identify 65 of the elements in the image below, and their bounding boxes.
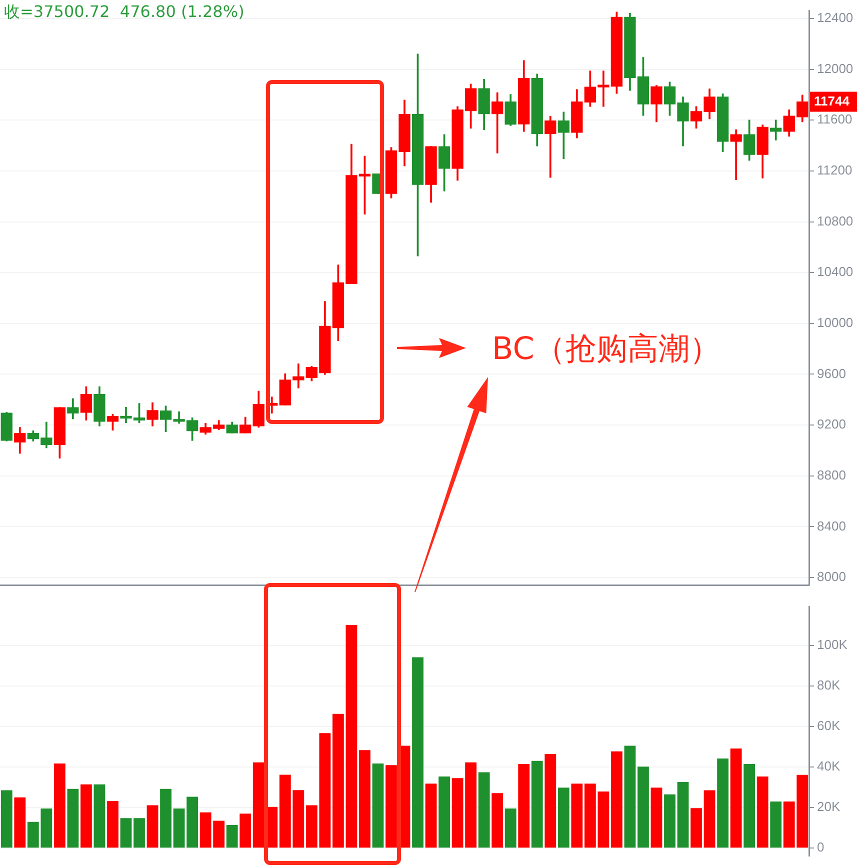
y-tick-label: 9600 bbox=[817, 366, 846, 381]
y-tick-label: 11200 bbox=[817, 162, 852, 178]
bar bbox=[531, 760, 543, 848]
bar bbox=[252, 762, 264, 848]
bar bbox=[571, 784, 583, 848]
bar bbox=[558, 788, 570, 848]
bar bbox=[544, 754, 556, 848]
bar bbox=[664, 794, 676, 848]
bar bbox=[492, 793, 504, 848]
candlestick bbox=[730, 129, 742, 180]
bar bbox=[756, 776, 768, 848]
bar bbox=[704, 790, 716, 848]
bar bbox=[478, 772, 490, 848]
bar bbox=[186, 796, 198, 848]
bar bbox=[412, 657, 424, 848]
bar bbox=[226, 824, 238, 848]
y-tick-label: 60K bbox=[817, 718, 840, 734]
bar bbox=[54, 764, 66, 848]
annotation: BC（抢购高潮） bbox=[492, 330, 720, 369]
bar bbox=[173, 808, 185, 848]
bar bbox=[160, 788, 172, 848]
bar bbox=[504, 808, 516, 848]
bar bbox=[134, 818, 145, 848]
bar bbox=[624, 746, 636, 848]
bar bbox=[80, 784, 92, 848]
bar bbox=[744, 764, 756, 848]
bar bbox=[690, 808, 702, 848]
bar bbox=[730, 748, 742, 848]
bar bbox=[770, 801, 782, 848]
bar bbox=[677, 782, 689, 848]
y-tick-label: 20K bbox=[817, 799, 840, 814]
bar bbox=[107, 801, 118, 848]
bar bbox=[67, 788, 79, 848]
bar bbox=[372, 764, 384, 848]
bar bbox=[610, 751, 622, 848]
y-tick-label: 100K bbox=[817, 636, 848, 652]
bar bbox=[146, 805, 158, 848]
bar bbox=[386, 765, 397, 848]
bar bbox=[0, 790, 12, 848]
bar bbox=[650, 788, 662, 848]
y-tick-label: 9200 bbox=[817, 416, 846, 432]
bar bbox=[717, 758, 728, 848]
y-tick-label: 8800 bbox=[817, 467, 846, 482]
bar bbox=[359, 750, 370, 848]
bar bbox=[638, 766, 649, 848]
y-tick-label: 12400 bbox=[817, 10, 854, 26]
y-tick-label: 40K bbox=[817, 758, 840, 774]
bar bbox=[518, 764, 530, 848]
bar bbox=[240, 814, 252, 848]
y-tick-label: 8000 bbox=[817, 569, 846, 584]
y-tick-label: 10800 bbox=[817, 213, 854, 228]
annotation: 收=37500.72 476.80 (1.28%) bbox=[4, 2, 244, 23]
y-tick-label: 12000 bbox=[817, 60, 854, 76]
y-tick-label: 8400 bbox=[817, 518, 846, 534]
y-tick-label: 11600 bbox=[817, 112, 852, 127]
text: 11744 bbox=[814, 93, 850, 108]
bar bbox=[94, 784, 106, 848]
bar bbox=[425, 784, 437, 848]
y-tick-label: 10000 bbox=[817, 314, 854, 330]
bar bbox=[438, 776, 450, 848]
y-tick-label: 10400 bbox=[817, 264, 854, 280]
bar bbox=[120, 818, 132, 848]
y-tick-label: 0 bbox=[817, 840, 824, 855]
bar bbox=[14, 797, 26, 848]
y-tick-label: 80K bbox=[817, 677, 840, 692]
